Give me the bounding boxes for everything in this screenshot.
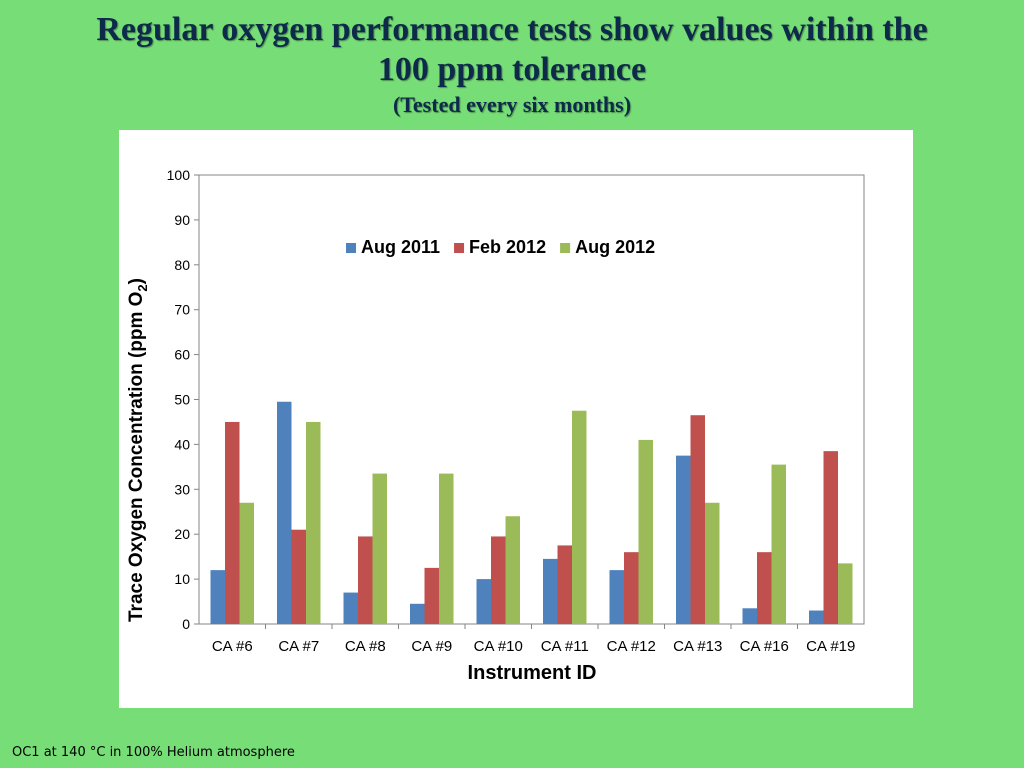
bar-feb-2012 — [557, 545, 572, 624]
bar-feb-2012 — [823, 451, 838, 624]
bar-feb-2012 — [624, 552, 639, 624]
bar-aug-2011 — [210, 570, 225, 624]
title-line-1: Regular oxygen performance tests show va… — [96, 11, 928, 48]
legend-swatch-feb-2012 — [454, 243, 465, 253]
bar-aug-2011 — [410, 603, 425, 624]
x-tick-label: CA #13 — [673, 638, 722, 655]
x-tick-label: CA #7 — [278, 638, 319, 655]
legend-swatch-aug-2011 — [346, 243, 356, 253]
y-tick-label: 70 — [174, 302, 190, 318]
bar-aug-2011 — [609, 570, 624, 624]
title-line-2: 100 ppm tolerance — [377, 51, 647, 88]
legend-swatch-aug-2012 — [560, 243, 571, 253]
x-tick-label: CA #6 — [212, 638, 253, 655]
bar-aug-2011 — [476, 579, 491, 624]
y-tick-label: 10 — [174, 571, 190, 587]
bar-feb-2012 — [424, 567, 439, 624]
bar-aug-2011 — [742, 608, 757, 624]
bar-aug-2012 — [372, 473, 387, 624]
bar-aug-2012 — [572, 410, 587, 624]
y-tick-label: 80 — [174, 257, 190, 273]
legend-label-aug-2012: Aug 2012 — [575, 237, 655, 257]
bar-aug-2011 — [343, 592, 358, 624]
title-subtitle: (Tested every six months) — [392, 92, 632, 117]
y-tick-label: 40 — [174, 436, 190, 452]
y-axis-label-main: Trace Oxygen Concentration (ppm O — [126, 292, 147, 622]
y-tick-label: 50 — [174, 392, 190, 408]
chart-panel: 0 10 20 30 40 50 60 70 80 90 100 CA #6 CA #7 CA #8 CA … — [119, 130, 913, 708]
y-tick-label: 30 — [174, 481, 190, 497]
bar-aug-2011 — [277, 401, 292, 624]
x-tick-label: CA #11 — [541, 638, 589, 655]
bar-aug-2012 — [705, 502, 720, 624]
bar-aug-2011 — [543, 558, 558, 624]
bar-feb-2012 — [291, 529, 306, 624]
footnote: OC1 at 140 °C in 100% Helium atmosphere — [12, 745, 295, 760]
slide-title: Regular oxygen performance tests show va… — [0, 10, 1024, 118]
bar-aug-2012 — [306, 421, 321, 624]
bar-aug-2012 — [439, 473, 454, 624]
x-tick-label: CA #10 — [474, 638, 523, 655]
x-axis-label: Instrument ID — [468, 662, 597, 684]
bar-aug-2012 — [771, 464, 786, 624]
x-tick-label: CA #9 — [411, 638, 452, 655]
x-tick-label: CA #12 — [607, 638, 656, 655]
legend-label-feb-2012: Feb 2012 — [469, 237, 546, 257]
bar-aug-2011 — [676, 455, 691, 624]
bar-aug-2012 — [239, 502, 254, 624]
legend-label-aug-2011: Aug 2011 — [361, 237, 440, 257]
bar-aug-2012 — [638, 439, 653, 624]
bar-aug-2012 — [505, 516, 520, 624]
x-tick-label: CA #19 — [806, 638, 855, 655]
y-tick-label: 60 — [174, 347, 190, 363]
bar-aug-2011 — [809, 610, 824, 624]
x-tick-label: CA #8 — [345, 638, 386, 655]
bar-feb-2012 — [358, 536, 373, 624]
y-axis-label: Trace Oxygen Concentration (ppm O2) — [126, 278, 150, 622]
bar-feb-2012 — [491, 536, 506, 624]
bar-aug-2012 — [838, 563, 853, 624]
x-tick-label: CA #16 — [740, 638, 789, 655]
y-axis-label-tail: ) — [126, 278, 147, 284]
bar-chart: 0 10 20 30 40 50 60 70 80 90 100 CA #6 CA #7 CA #8 CA … — [126, 167, 865, 684]
bar-feb-2012 — [690, 415, 705, 624]
bar-feb-2012 — [757, 552, 772, 624]
bar-feb-2012 — [225, 421, 240, 624]
y-tick-label: 100 — [167, 167, 191, 183]
y-tick-label: 20 — [174, 526, 190, 542]
y-axis-label-subscript: 2 — [135, 284, 150, 291]
y-tick-label: 90 — [174, 212, 190, 228]
y-tick-label: 0 — [182, 616, 190, 632]
